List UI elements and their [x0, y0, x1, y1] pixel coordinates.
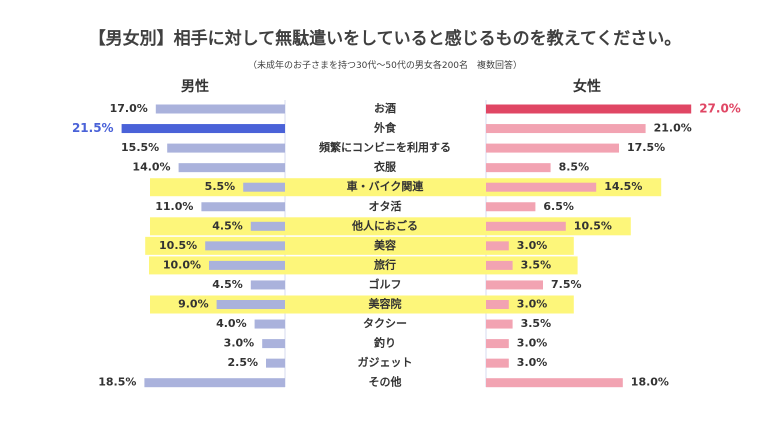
chart-subtitle: （未成年のお子さまを持つ30代〜50代の男女各200名 複数回答） [247, 61, 523, 71]
male-value-label: 4.5% [212, 219, 243, 232]
female-value-label: 3.0% [517, 356, 548, 369]
male-value-label: 2.5% [227, 356, 258, 369]
category-label: タクシー [363, 317, 407, 330]
male-bar [155, 104, 285, 114]
category-label: 頻繁にコンビニを利用する [319, 140, 451, 154]
female-value-label: 27.0% [699, 102, 741, 116]
category-label: 他人におごる [351, 218, 418, 232]
male-bar [121, 124, 285, 134]
female-value-label: 14.5% [604, 180, 642, 193]
female-bar [486, 202, 536, 212]
female-value-label: 3.0% [517, 298, 548, 311]
female-bar [486, 339, 509, 349]
category-label: 美容院 [369, 297, 402, 311]
male-value-label: 5.5% [205, 180, 236, 193]
female-bar [486, 378, 623, 388]
male-value-label: 4.5% [212, 278, 243, 291]
category-label: お酒 [374, 102, 396, 115]
male-bar [178, 163, 285, 173]
category-label: オタ活 [369, 199, 402, 213]
male-value-label: 10.0% [163, 258, 201, 271]
female-value-label: 10.5% [574, 219, 612, 232]
male-bar [216, 300, 285, 309]
male-bar [205, 241, 285, 251]
male-value-label: 9.0% [178, 298, 209, 311]
legend-female: 女性 [573, 79, 601, 95]
female-bar [486, 300, 509, 309]
male-value-label: 17.0% [110, 102, 148, 115]
male-bar [250, 280, 285, 290]
category-label: 外食 [373, 121, 397, 135]
female-value-label: 3.5% [521, 317, 552, 330]
legend-male: 男性 [181, 79, 209, 95]
male-value-label: 14.0% [132, 161, 170, 174]
female-value-label: 21.0% [654, 122, 692, 135]
male-value-label: 21.5% [72, 121, 114, 135]
female-bar [486, 280, 543, 290]
male-bar [209, 260, 285, 270]
female-bar [486, 241, 509, 251]
female-value-label: 3.5% [521, 258, 552, 271]
male-bar [201, 202, 285, 212]
male-bar [144, 378, 285, 388]
female-value-label: 8.5% [559, 161, 590, 174]
female-value-label: 3.0% [517, 337, 548, 350]
male-bar [167, 143, 285, 153]
highlight-band [150, 295, 574, 314]
category-label: 旅行 [374, 257, 396, 271]
male-value-label: 10.5% [159, 239, 197, 252]
male-value-label: 18.5% [98, 376, 136, 389]
female-bar [486, 221, 566, 231]
female-value-label: 3.0% [517, 239, 548, 252]
female-bar [486, 182, 597, 192]
chart-title: 【男女別】相手に対して無駄遣いをしていると感じるものを教えてください。 [88, 29, 682, 49]
female-bar [486, 163, 551, 173]
male-bar [243, 182, 285, 192]
female-bar [486, 124, 646, 134]
female-bar [486, 319, 513, 329]
female-value-label: 18.0% [631, 376, 669, 389]
male-bar [250, 221, 285, 231]
female-bar [486, 143, 619, 153]
category-label: 衣服 [374, 160, 397, 174]
category-label: 美容 [374, 238, 396, 252]
male-value-label: 4.0% [216, 317, 247, 330]
category-label: ガジェット [358, 355, 413, 369]
male-bar [254, 319, 285, 329]
female-value-label: 6.5% [543, 200, 574, 213]
male-bar [266, 358, 285, 368]
female-bar [486, 104, 692, 114]
category-label: 釣り [374, 336, 396, 350]
male-bar [262, 339, 285, 349]
female-value-label: 17.5% [627, 141, 665, 154]
male-value-label: 3.0% [224, 337, 255, 350]
category-label: 車・バイク関連 [347, 179, 425, 193]
female-bar [486, 358, 509, 368]
female-value-label: 7.5% [551, 278, 582, 291]
female-bar [486, 260, 513, 270]
male-value-label: 11.0% [155, 200, 193, 213]
category-label: ゴルフ [369, 277, 402, 291]
male-value-label: 15.5% [121, 141, 159, 154]
category-label: その他 [369, 375, 402, 389]
